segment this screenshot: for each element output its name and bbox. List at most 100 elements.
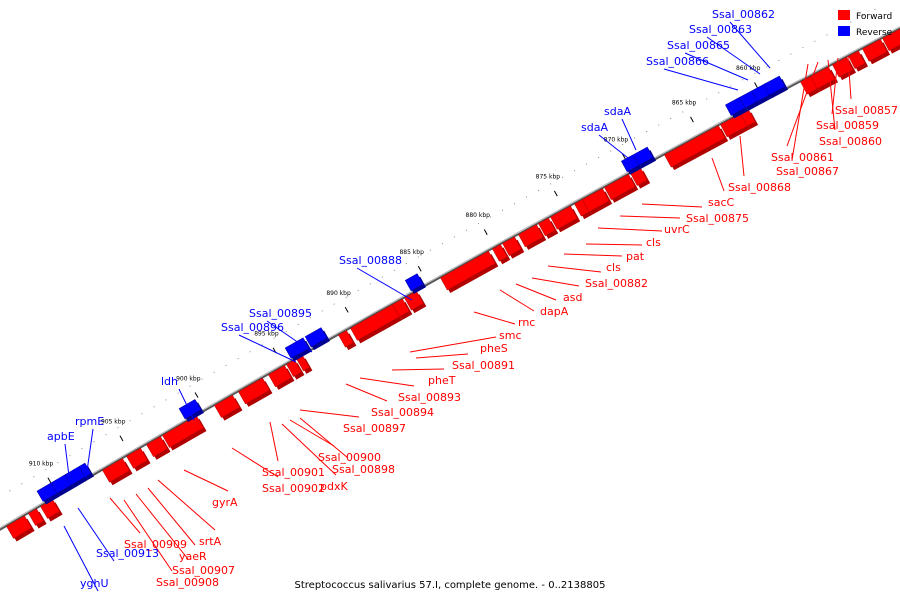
guide-dot bbox=[369, 283, 371, 285]
forward-gene-label: gyrA bbox=[212, 496, 238, 509]
forward-leader bbox=[299, 417, 349, 459]
guide-dot bbox=[249, 351, 251, 353]
forward-leader bbox=[231, 447, 279, 478]
forward-leader bbox=[641, 203, 703, 208]
guide-dot bbox=[441, 243, 443, 245]
forward-gene-label: Ssal_00868 bbox=[728, 181, 791, 194]
tick-label: 905 kbp bbox=[101, 419, 126, 426]
guide-dot bbox=[21, 483, 23, 485]
reverse-gene-label: yghU bbox=[80, 577, 109, 590]
guide-dot bbox=[501, 209, 503, 211]
guide-dot bbox=[237, 358, 239, 360]
guide-dot bbox=[105, 434, 107, 436]
guide-dot bbox=[513, 203, 515, 205]
forward-gene-label: Ssal_00909 bbox=[124, 538, 187, 551]
guide-dot bbox=[81, 448, 83, 450]
legend-forward-label: Forward bbox=[856, 12, 892, 22]
forward-gene bbox=[440, 250, 496, 291]
forward-leader bbox=[157, 479, 216, 531]
reverse-leader bbox=[85, 428, 94, 479]
reverse-leader bbox=[356, 267, 413, 301]
forward-gene bbox=[502, 236, 522, 257]
reverse-gene-label: Ssal_00895 bbox=[249, 307, 312, 320]
legend: Forward Reverse bbox=[838, 10, 893, 38]
guide-dot bbox=[562, 176, 564, 178]
forward-leader bbox=[585, 243, 643, 246]
guide-dot bbox=[694, 105, 696, 107]
guide-dot bbox=[177, 392, 179, 394]
forward-gene-label: sacC bbox=[708, 196, 735, 209]
forward-leader bbox=[183, 469, 229, 492]
forward-leader bbox=[739, 135, 745, 177]
forward-gene-label: Ssal_00875 bbox=[686, 212, 749, 225]
guide-dot bbox=[730, 85, 732, 87]
tick-mark bbox=[417, 265, 422, 272]
guide-dot bbox=[93, 441, 95, 443]
forward-gene-label: Ssal_00907 bbox=[172, 564, 235, 577]
guide-dot bbox=[802, 47, 804, 49]
reverse-gene-label: Ssal_00913 bbox=[96, 547, 159, 560]
reverse-leader bbox=[706, 36, 761, 75]
forward-gene bbox=[862, 38, 888, 62]
forward-leader bbox=[473, 311, 516, 325]
guide-dot bbox=[465, 229, 467, 231]
tick-mark bbox=[754, 82, 758, 88]
reverse-gene-label: ldh bbox=[161, 375, 178, 388]
guide-dot bbox=[117, 427, 119, 429]
guide-dot bbox=[405, 263, 407, 265]
guide-dot bbox=[429, 249, 431, 251]
guide-dot bbox=[333, 303, 335, 305]
forward-gene-label: pheT bbox=[428, 374, 456, 387]
guide-dot bbox=[658, 124, 660, 126]
guide-dot bbox=[574, 170, 576, 172]
forward-gene bbox=[126, 447, 148, 469]
guide-dot bbox=[453, 236, 455, 238]
forward-gene-label: Ssal_00893 bbox=[398, 391, 461, 404]
forward-gene bbox=[268, 365, 292, 388]
forward-gene-label: Ssal_00861 bbox=[771, 151, 834, 164]
reverse-gene bbox=[763, 75, 786, 96]
forward-gene bbox=[518, 224, 544, 248]
guide-dot bbox=[33, 476, 35, 478]
guide-dot bbox=[381, 276, 383, 278]
reverse-gene-label: sdaA bbox=[604, 105, 631, 118]
guide-dot bbox=[814, 40, 816, 42]
forward-leader bbox=[597, 227, 663, 232]
forward-gene-label: asd bbox=[563, 291, 582, 304]
guide-dot bbox=[622, 144, 624, 146]
guide-dot bbox=[309, 317, 311, 319]
guide-dot bbox=[670, 117, 672, 119]
reverse-leader bbox=[178, 388, 195, 421]
genome-caption: Streptococcus salivarius 57.I, complete … bbox=[295, 580, 606, 591]
forward-gene bbox=[538, 217, 556, 237]
guide-dot bbox=[742, 79, 744, 81]
guide-dot bbox=[201, 378, 203, 380]
forward-leader bbox=[359, 377, 415, 387]
legend-reverse-label: Reverse bbox=[856, 28, 893, 38]
guide-dot bbox=[477, 223, 479, 225]
reverse-leader bbox=[621, 118, 637, 151]
forward-leader bbox=[299, 409, 360, 418]
guide-dot bbox=[598, 157, 600, 159]
forward-gene bbox=[238, 377, 270, 405]
guide-dot bbox=[261, 344, 263, 346]
guide-dot bbox=[393, 269, 395, 271]
forward-leader bbox=[547, 265, 602, 273]
guide-dot bbox=[586, 163, 588, 165]
reverse-gene-label: Ssal_00862 bbox=[712, 8, 775, 21]
guide-dot bbox=[357, 290, 359, 292]
tick-mark bbox=[47, 477, 52, 484]
forward-gene-label: Ssal_00891 bbox=[452, 359, 515, 372]
guide-dot bbox=[550, 183, 552, 185]
guide-dot bbox=[526, 196, 528, 198]
forward-gene-label: Ssal_00898 bbox=[332, 463, 395, 476]
reverse-leader bbox=[684, 52, 749, 81]
tick-label: 880 kbp bbox=[466, 212, 491, 219]
reverse-leader bbox=[729, 21, 771, 69]
forward-gene-label: cls bbox=[606, 261, 621, 274]
forward-leader bbox=[147, 487, 196, 546]
forward-gene-label: Ssal_00860 bbox=[819, 135, 882, 148]
forward-gene-label: Ssal_00901 bbox=[262, 466, 325, 479]
forward-leader bbox=[531, 277, 580, 287]
